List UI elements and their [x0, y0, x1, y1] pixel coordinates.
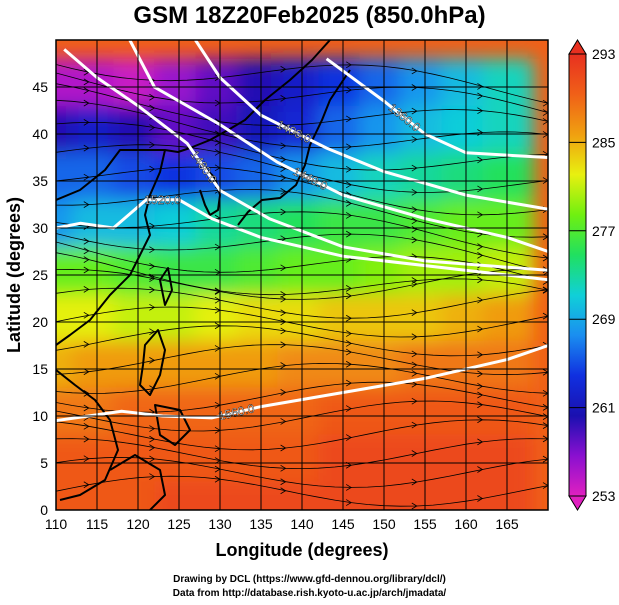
colorbar-tick-label: 269: [592, 311, 616, 327]
coastline-indochina: [56, 369, 119, 501]
wind-arrow: [542, 455, 548, 463]
y-tick-labels: 0 5 10 15 20 25 30 35 40 45: [32, 79, 48, 518]
wind-arrow: [542, 286, 548, 294]
contour-label: 1520.0: [144, 193, 181, 207]
wind-arrow: [542, 482, 548, 489]
wind-arrow: [542, 99, 548, 107]
x-tick-label: 145: [331, 516, 355, 532]
coastline-korea: [199, 167, 221, 216]
coastline-philippines-mindanao: [154, 404, 191, 446]
temperature-cell: [482, 481, 534, 510]
x-tick-label: 135: [249, 516, 273, 532]
coastline-borneo: [109, 454, 166, 510]
colorbar-tick-label: 261: [592, 400, 616, 416]
y-tick-label: 5: [40, 455, 48, 471]
y-tick-label: 30: [32, 220, 48, 236]
wind-arrow: [542, 118, 548, 125]
wind-arrow: [542, 287, 548, 294]
x-tick-label: 155: [413, 516, 437, 532]
y-tick-label: 15: [32, 361, 48, 377]
x-tick-label: 110: [45, 516, 68, 532]
coastline-japan: [237, 69, 351, 226]
colorbar-tick-label: 253: [592, 488, 616, 504]
credit-dcl: Drawing by DCL (https://www.gfd-dennou.o…: [173, 574, 446, 585]
wind-arrow: [542, 254, 548, 262]
contour-line: [128, 40, 548, 253]
colorbar-tick-label: 293: [592, 46, 616, 62]
plot-frame: [55, 39, 549, 511]
wind-arrow: [542, 413, 548, 420]
x-tick-label: 150: [372, 516, 396, 532]
x-axis-label: Longitude (degrees): [215, 540, 388, 560]
x-tick-label: 165: [495, 516, 519, 532]
wind-arrow: [542, 422, 548, 429]
x-tick-label: 160: [454, 516, 478, 532]
y-tick-label: 10: [32, 408, 48, 424]
wind-arrow: [542, 177, 548, 184]
wind-arrow: [542, 404, 548, 411]
y-tick-label: 20: [32, 314, 48, 330]
colorbar-max-arrow: [568, 39, 587, 55]
coastline-taiwan: [159, 267, 173, 306]
lat-lon-grid: [56, 40, 548, 510]
colorbar-tick-label: 277: [592, 223, 616, 239]
x-tick-label: 125: [167, 516, 191, 532]
y-tick-label: 35: [32, 173, 48, 189]
coastline-philippines-luzon: [139, 329, 166, 396]
y-tick-label: 25: [32, 267, 48, 283]
wind-arrow: [542, 435, 548, 443]
x-tick-label: 115: [86, 516, 109, 532]
y-tick-label: 45: [32, 79, 48, 95]
colorbar-body: [568, 53, 587, 497]
colorbar-min-arrow: [568, 495, 587, 511]
credit-data-source: Data from http://database.rish.kyoto-u.a…: [172, 588, 447, 599]
y-tick-label: 40: [32, 126, 48, 142]
x-tick-labels: 110 115 120 125 130 135 140 145 150 155 160 165: [45, 516, 519, 532]
wind-arrow: [542, 233, 548, 241]
wind-arrow: [542, 312, 548, 320]
colorbar-tick-label: 285: [592, 134, 616, 150]
colorbar-ticks: 253 261 269 277 285 293: [569, 46, 616, 504]
x-tick-label: 130: [208, 516, 232, 532]
coastline-china-east: [56, 149, 166, 346]
wind-arrow: [542, 389, 548, 397]
colorbar: 253 261 269 277 285 293: [568, 39, 616, 511]
wind-arrow: [542, 109, 548, 116]
wind-arrow: [542, 131, 548, 138]
y-tick-label: 0: [40, 502, 48, 518]
plot-title: GSM 18Z20Feb2025 (850.0hPa): [133, 2, 486, 29]
x-tick-label: 120: [126, 516, 150, 532]
y-axis-label: Latitude (degrees): [4, 197, 24, 353]
x-tick-label: 140: [290, 516, 314, 532]
wind-arrow: [542, 368, 548, 376]
